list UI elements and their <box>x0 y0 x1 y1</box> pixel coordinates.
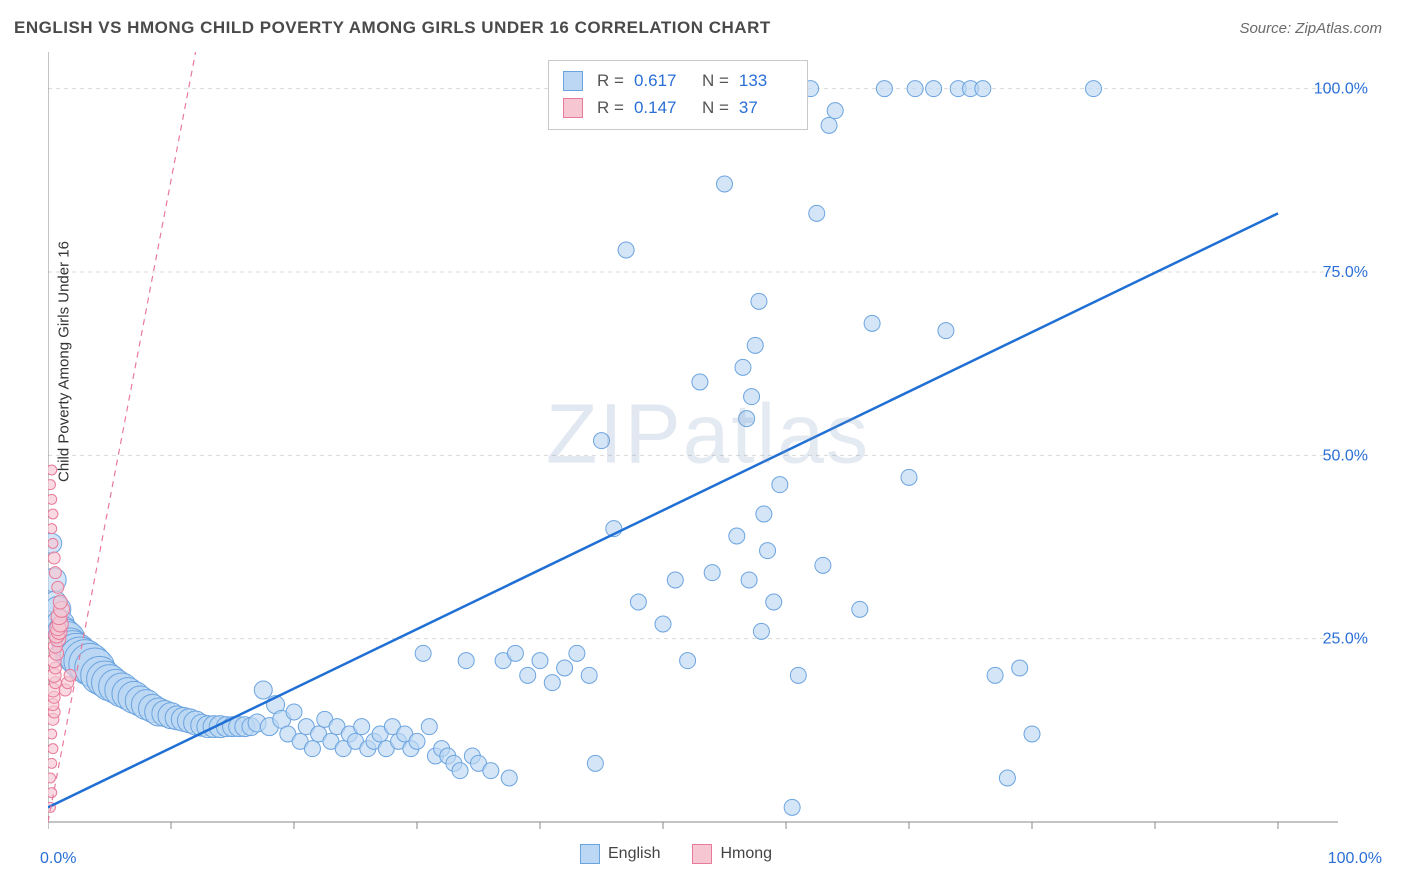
stats-row: R = 0.147 N = 37 <box>563 94 793 121</box>
svg-text:75.0%: 75.0% <box>1323 264 1368 281</box>
r-value: 0.147 <box>634 94 688 121</box>
legend-label: Hmong <box>720 845 772 863</box>
svg-text:25.0%: 25.0% <box>1323 631 1368 648</box>
chart-title: ENGLISH VS HMONG CHILD POVERTY AMONG GIR… <box>14 18 771 38</box>
x-axis-label-left: 0.0% <box>40 850 76 868</box>
x-axis-label-right: 100.0% <box>1328 850 1382 868</box>
svg-text:100.0%: 100.0% <box>1314 81 1368 98</box>
r-label: R = <box>597 67 624 94</box>
legend-item: Hmong <box>692 844 772 864</box>
n-value: 133 <box>739 67 793 94</box>
swatch-icon <box>563 71 583 91</box>
legend-label: English <box>608 845 660 863</box>
n-label: N = <box>702 67 729 94</box>
svg-text:50.0%: 50.0% <box>1323 447 1368 464</box>
n-label: N = <box>702 94 729 121</box>
plot-area: 25.0%50.0%75.0%100.0% ZIPatlas Child Pov… <box>48 52 1368 832</box>
swatch-icon <box>580 844 600 864</box>
y-axis-label: Child Poverty Among Girls Under 16 <box>56 241 73 482</box>
scatter-chart-svg: 25.0% 50.0% 75.0% 100.0% <box>48 52 1368 832</box>
stats-row: R = 0.617 N = 133 <box>563 67 793 94</box>
legend-item: English <box>580 844 660 864</box>
r-label: R = <box>597 94 624 121</box>
source-credit: Source: ZipAtlas.com <box>1239 20 1382 37</box>
chart-container: ENGLISH VS HMONG CHILD POVERTY AMONG GIR… <box>0 0 1406 892</box>
legend-bottom: English Hmong <box>580 844 772 864</box>
r-value: 0.617 <box>634 67 688 94</box>
swatch-icon <box>692 844 712 864</box>
stats-box: R = 0.617 N = 133 R = 0.147 N = 37 <box>548 60 808 130</box>
swatch-icon <box>563 98 583 118</box>
n-value: 37 <box>739 94 793 121</box>
